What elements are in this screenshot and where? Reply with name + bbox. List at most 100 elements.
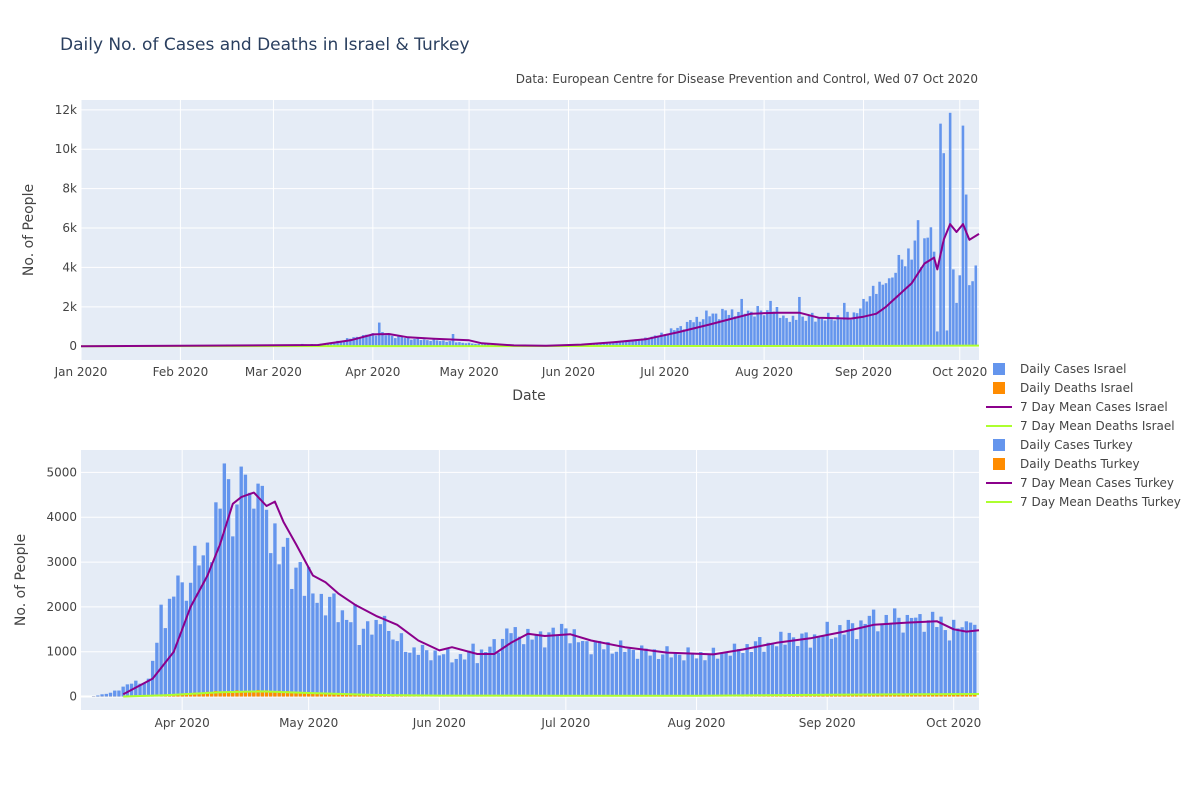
bar-daily-deaths xyxy=(226,691,231,697)
bar-daily-cases xyxy=(618,640,623,697)
bar-daily-deaths xyxy=(302,693,307,697)
bar-daily-cases xyxy=(968,622,973,697)
bar-daily-cases xyxy=(717,319,721,347)
bar-daily-cases xyxy=(323,344,327,347)
bar-daily-cases xyxy=(772,311,776,347)
bar-daily-cases xyxy=(945,330,949,347)
bar-daily-cases xyxy=(345,338,349,347)
bar-daily-cases xyxy=(340,610,345,697)
bar-daily-cases xyxy=(814,321,817,347)
bar-daily-cases xyxy=(352,337,355,347)
bar-daily-cases xyxy=(774,646,779,697)
data-source-annotation: Data: European Centre for Disease Preven… xyxy=(516,72,978,86)
x-tick-label: Sep 2020 xyxy=(799,716,856,730)
bar-daily-cases xyxy=(762,315,766,347)
bar-daily-deaths xyxy=(273,691,277,697)
bar-daily-cases xyxy=(592,343,596,347)
legend: Daily Cases Israel Daily Deaths Israel 7 D… xyxy=(986,362,1181,509)
bar-daily-cases xyxy=(782,315,785,347)
bar-daily-deaths xyxy=(298,692,302,697)
bar-daily-deaths xyxy=(285,691,290,697)
bar-daily-cases xyxy=(821,636,825,697)
bar-daily-cases xyxy=(538,631,543,697)
bar-daily-cases xyxy=(365,621,370,697)
bar-daily-cases xyxy=(942,153,946,347)
legend-item[interactable]: Daily Cases Israel xyxy=(993,362,1126,376)
bar-daily-cases xyxy=(838,625,842,697)
y-tick-label: 4000 xyxy=(46,510,77,524)
bar-daily-cases xyxy=(461,342,464,347)
bar-daily-cases xyxy=(859,620,863,697)
bar-daily-cases xyxy=(606,642,610,697)
bar-daily-cases xyxy=(682,660,686,697)
bar-daily-cases xyxy=(432,339,436,347)
bar-daily-cases xyxy=(843,302,846,347)
legend-label: Daily Cases Israel xyxy=(1020,362,1126,376)
bar-daily-cases xyxy=(517,636,522,697)
bar-daily-deaths xyxy=(956,694,960,697)
bar-daily-cases xyxy=(597,640,602,697)
legend-item[interactable]: Daily Deaths Turkey xyxy=(993,457,1140,471)
bar-daily-cases xyxy=(361,628,366,697)
bar-daily-cases xyxy=(387,630,391,697)
bar-daily-cases xyxy=(909,617,914,697)
y-axis-title-turkey: No. of People xyxy=(13,534,29,626)
bar-daily-deaths xyxy=(935,694,939,697)
bar-daily-cases xyxy=(974,265,978,347)
bar-daily-cases xyxy=(589,654,593,697)
bar-daily-deaths xyxy=(332,694,336,697)
bar-daily-cases xyxy=(884,614,888,697)
bar-daily-cases xyxy=(416,654,420,697)
bar-daily-cases xyxy=(231,536,235,697)
y-tick-label: 3000 xyxy=(46,555,77,569)
legend-item[interactable]: 7 Day Mean Cases Israel xyxy=(986,400,1168,414)
bar-daily-cases xyxy=(543,647,547,697)
bar-daily-cases xyxy=(484,651,488,697)
bar-daily-cases xyxy=(939,616,943,697)
bar-daily-cases xyxy=(669,657,673,697)
legend-swatch xyxy=(993,458,1005,470)
bar-daily-cases xyxy=(923,238,926,347)
legend-label: 7 Day Mean Deaths Israel xyxy=(1020,419,1175,433)
bar-daily-cases xyxy=(964,194,968,347)
bar-daily-cases xyxy=(425,650,429,697)
bar-daily-cases xyxy=(210,562,214,697)
bar-daily-cases xyxy=(913,240,917,347)
bar-daily-cases xyxy=(572,629,576,697)
bar-daily-cases xyxy=(500,638,505,697)
bar-daily-deaths xyxy=(294,692,298,697)
bar-daily-cases xyxy=(842,634,846,697)
bar-daily-cases xyxy=(868,296,872,347)
bar-daily-cases xyxy=(656,658,661,697)
bar-daily-deaths xyxy=(269,691,273,697)
legend-label: 7 Day Mean Cases Israel xyxy=(1020,400,1168,414)
bar-daily-cases xyxy=(798,296,801,347)
bar-daily-deaths xyxy=(205,691,210,697)
bar-daily-cases xyxy=(663,334,666,347)
bar-daily-cases xyxy=(302,595,307,697)
legend-item[interactable]: 7 Day Mean Deaths Israel xyxy=(986,419,1175,433)
bar-daily-cases xyxy=(952,619,956,697)
bar-daily-cases xyxy=(323,615,328,697)
bar-daily-cases xyxy=(743,313,747,347)
legend-item[interactable]: 7 Day Mean Deaths Turkey xyxy=(986,495,1181,509)
bar-daily-cases xyxy=(775,306,779,347)
bar-daily-cases xyxy=(403,338,407,347)
bar-daily-deaths xyxy=(888,694,893,697)
bar-daily-cases xyxy=(714,313,718,347)
bar-daily-cases xyxy=(113,690,117,697)
bar-daily-cases xyxy=(172,596,176,697)
legend-item[interactable]: Daily Cases Turkey xyxy=(993,438,1133,452)
bar-daily-cases xyxy=(413,338,416,347)
chart-title-text: Daily No. of Cases and Deaths in Israel … xyxy=(60,35,470,55)
bar-daily-cases xyxy=(788,321,792,347)
bar-daily-cases xyxy=(125,684,130,697)
bar-daily-deaths xyxy=(340,693,345,697)
legend-swatch xyxy=(993,363,1005,375)
bar-daily-cases xyxy=(329,342,333,347)
legend-item[interactable]: 7 Day Mean Cases Turkey xyxy=(986,476,1174,490)
bar-daily-cases xyxy=(218,508,222,697)
x-tick-label: Aug 2020 xyxy=(668,716,726,730)
legend-item[interactable]: Daily Deaths Israel xyxy=(993,381,1133,395)
bar-daily-deaths xyxy=(281,692,286,697)
